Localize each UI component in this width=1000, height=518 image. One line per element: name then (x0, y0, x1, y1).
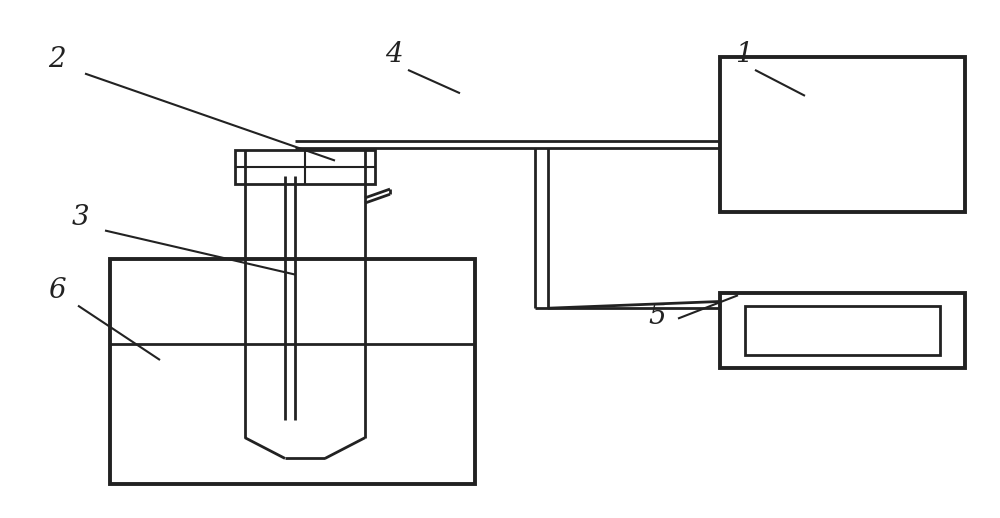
Bar (720, 293, 965, 368)
Bar (110, 259, 475, 484)
Bar (745, 306, 940, 355)
Text: 1: 1 (735, 41, 753, 68)
Text: 5: 5 (648, 303, 666, 330)
Text: 2: 2 (48, 46, 66, 74)
Text: 4: 4 (385, 41, 403, 68)
Text: 6: 6 (48, 277, 66, 304)
Bar (720, 57, 965, 212)
Text: 3: 3 (72, 204, 90, 232)
Bar (235, 150, 375, 184)
